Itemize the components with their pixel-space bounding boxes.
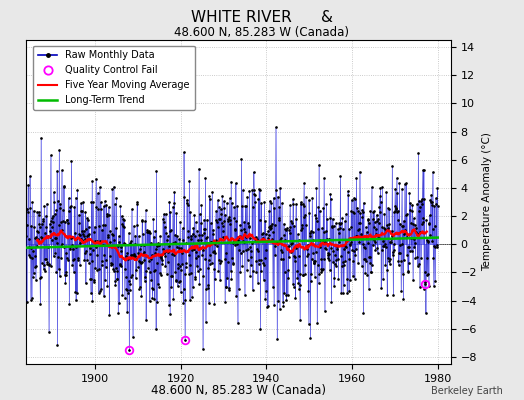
Y-axis label: Temperature Anomaly (°C): Temperature Anomaly (°C) (483, 132, 493, 272)
Text: Berkeley Earth: Berkeley Earth (431, 386, 503, 396)
X-axis label: 48.600 N, 85.283 W (Canada): 48.600 N, 85.283 W (Canada) (151, 384, 326, 397)
Text: 48.600 N, 85.283 W (Canada): 48.600 N, 85.283 W (Canada) (174, 26, 350, 39)
Text: WHITE RIVER      &: WHITE RIVER & (191, 10, 333, 25)
Legend: Raw Monthly Data, Quality Control Fail, Five Year Moving Average, Long-Term Tren: Raw Monthly Data, Quality Control Fail, … (33, 46, 194, 110)
